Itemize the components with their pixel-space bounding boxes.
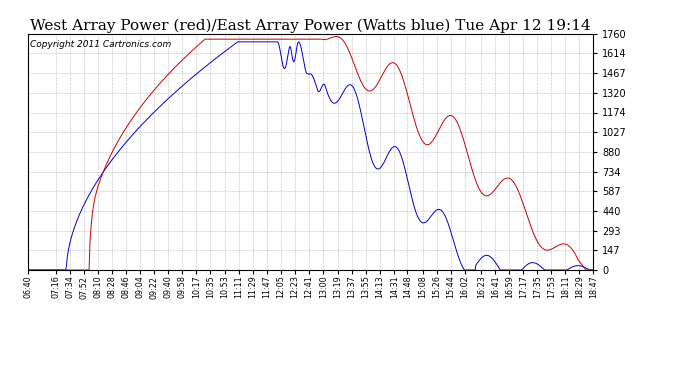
Title: West Array Power (red)/East Array Power (Watts blue) Tue Apr 12 19:14: West Array Power (red)/East Array Power … bbox=[30, 18, 591, 33]
Text: Copyright 2011 Cartronics.com: Copyright 2011 Cartronics.com bbox=[30, 40, 172, 49]
